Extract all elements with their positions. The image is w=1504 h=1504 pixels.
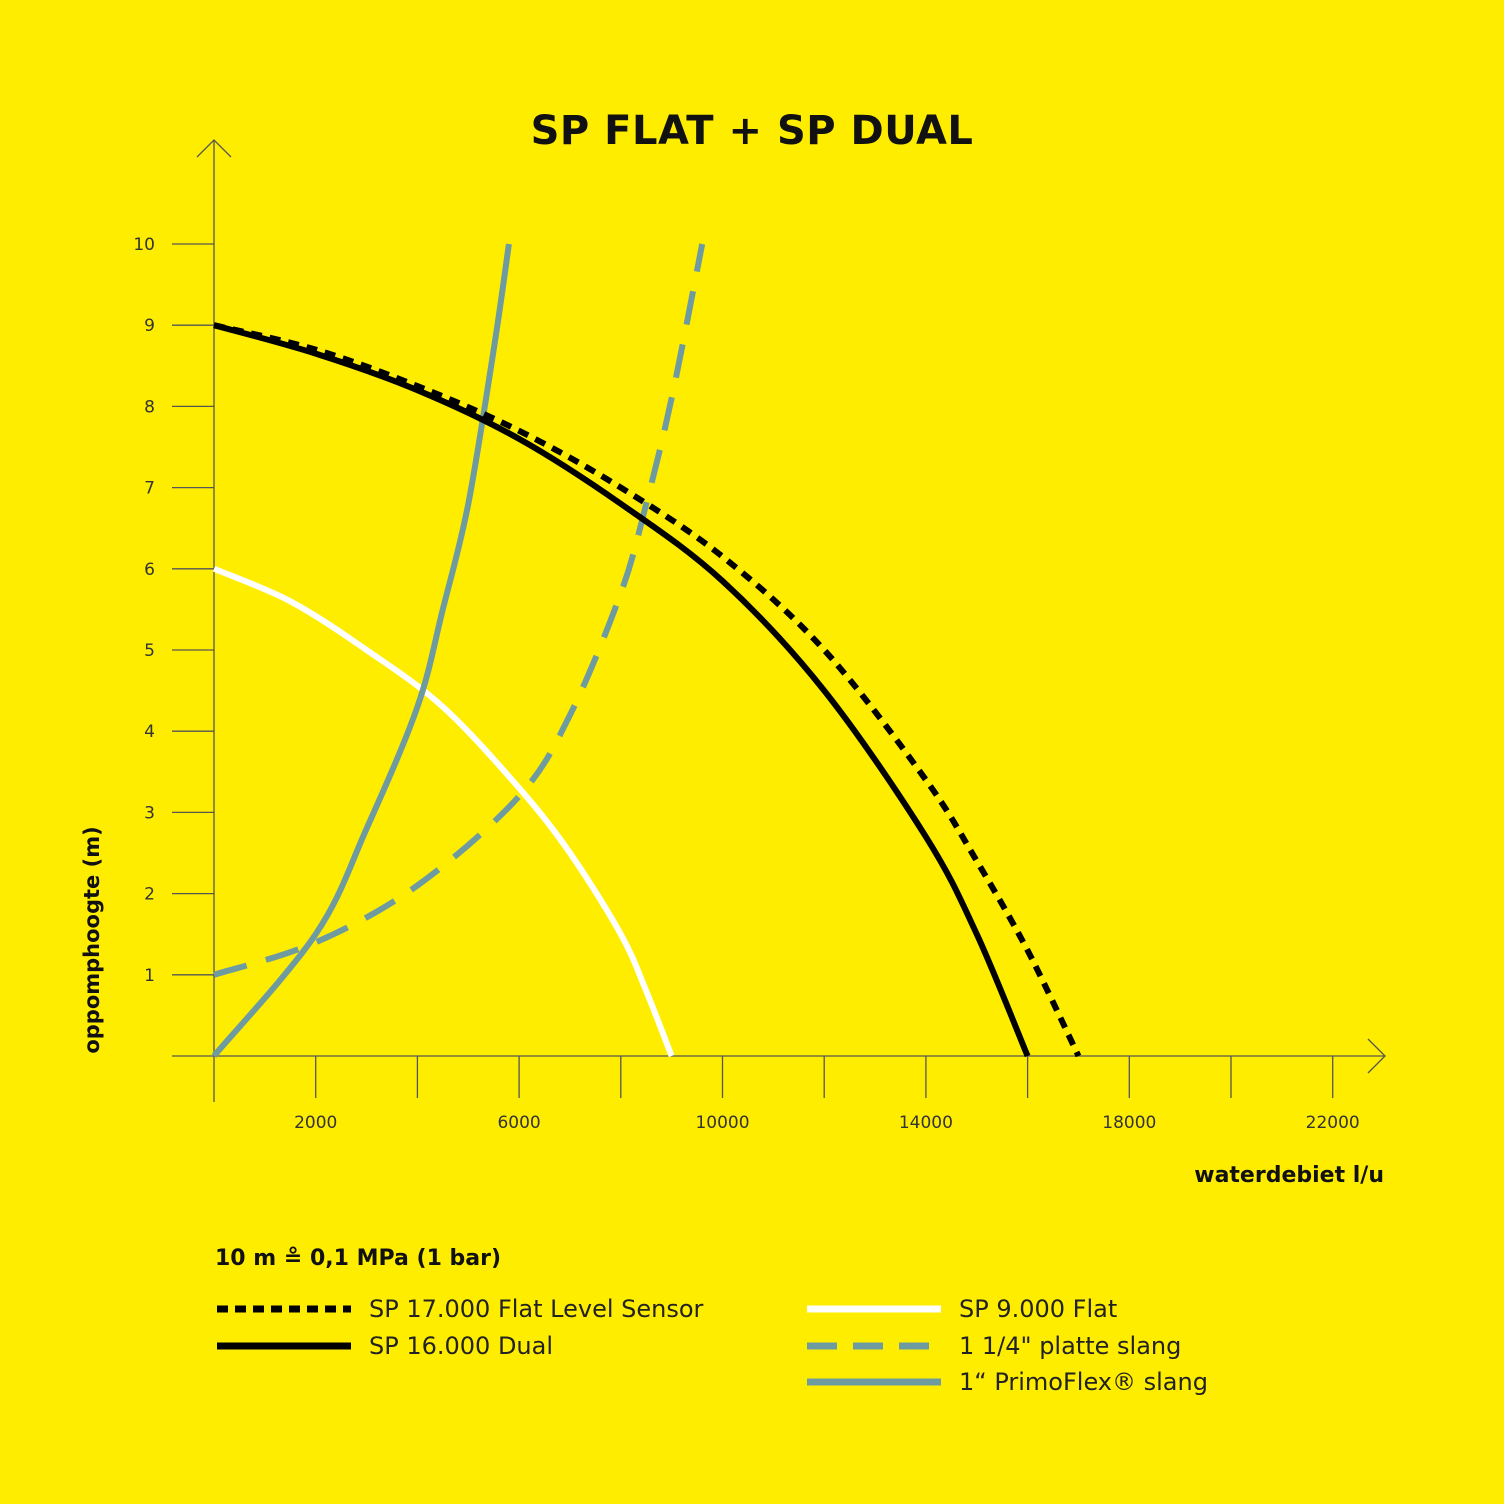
x-tick-label: 2000 [294,1113,337,1133]
legend-item-platte-slang: 1 1/4" platte slang [805,1328,1181,1364]
legend-item-sp17000: SP 17.000 Flat Level Sensor [215,1291,703,1327]
legend-swatch-dotted [217,1305,351,1313]
unit-note: 10 m ≗ 0,1 MPa (1 bar) [215,1246,502,1271]
legend-label: 1 1/4" platte slang [959,1332,1182,1360]
series-line-sp-17-000-flat-level-sensor [213,322,1082,1058]
y-tick-label: 6 [144,560,155,580]
y-tick-label: 3 [144,803,155,823]
x-tick-label: 14000 [899,1113,953,1133]
y-tick-label: 4 [144,722,155,742]
x-tick-label: 22000 [1306,1113,1360,1133]
legend-swatch-solid-teal [807,1378,941,1386]
y-tick-label: 7 [144,479,155,499]
chart-title: SP FLAT + SP DUAL [530,108,974,154]
legend-label: 1“ PrimoFlex® slang [959,1368,1208,1396]
legend-item-sp9000: SP 9.000 Flat [805,1291,1117,1327]
y-tick-label: 5 [144,641,155,661]
y-tick-label: 10 [133,235,155,255]
series-lines [211,243,1082,1058]
y-tick-label: 9 [144,316,155,336]
y-axis-arrow [196,139,232,158]
legend-label: SP 9.000 Flat [959,1295,1118,1323]
legend-label: SP 16.000 Dual [369,1332,554,1360]
series-line-1-primoflex-slang [211,243,512,1058]
legend-label: SP 17.000 Flat Level Sensor [369,1295,704,1323]
y-axis-label: oppomphoogte (m) [80,826,104,1054]
legend-item-primoflex: 1“ PrimoFlex® slang [805,1364,1208,1400]
x-tick-label: 6000 [497,1113,540,1133]
x-tick-label: 10000 [695,1113,749,1133]
y-tick-label: 1 [144,966,155,986]
legend-swatch-dashed [807,1342,941,1350]
series-line-1-1-4-platte-slang [213,243,706,978]
legend-item-sp16000: SP 16.000 Dual [215,1328,553,1364]
series-line-sp-16-000-dual [213,322,1031,1058]
y-tick-label: 2 [144,885,155,905]
series-line-sp-9-000-flat [212,566,675,1058]
legend-swatch-solid-white [807,1305,941,1313]
x-tick-label: 18000 [1102,1113,1156,1133]
axes: 1 2 3 4 5 6 7 8 9 10 2000 6000 10000 14000 18000 22000 [133,139,1386,1133]
legend-swatch-solid-black [217,1342,351,1350]
x-axis-arrow [1367,1038,1386,1074]
x-axis-label: waterdebiet l/u [1194,1163,1384,1188]
y-tick-label: 8 [144,397,155,417]
